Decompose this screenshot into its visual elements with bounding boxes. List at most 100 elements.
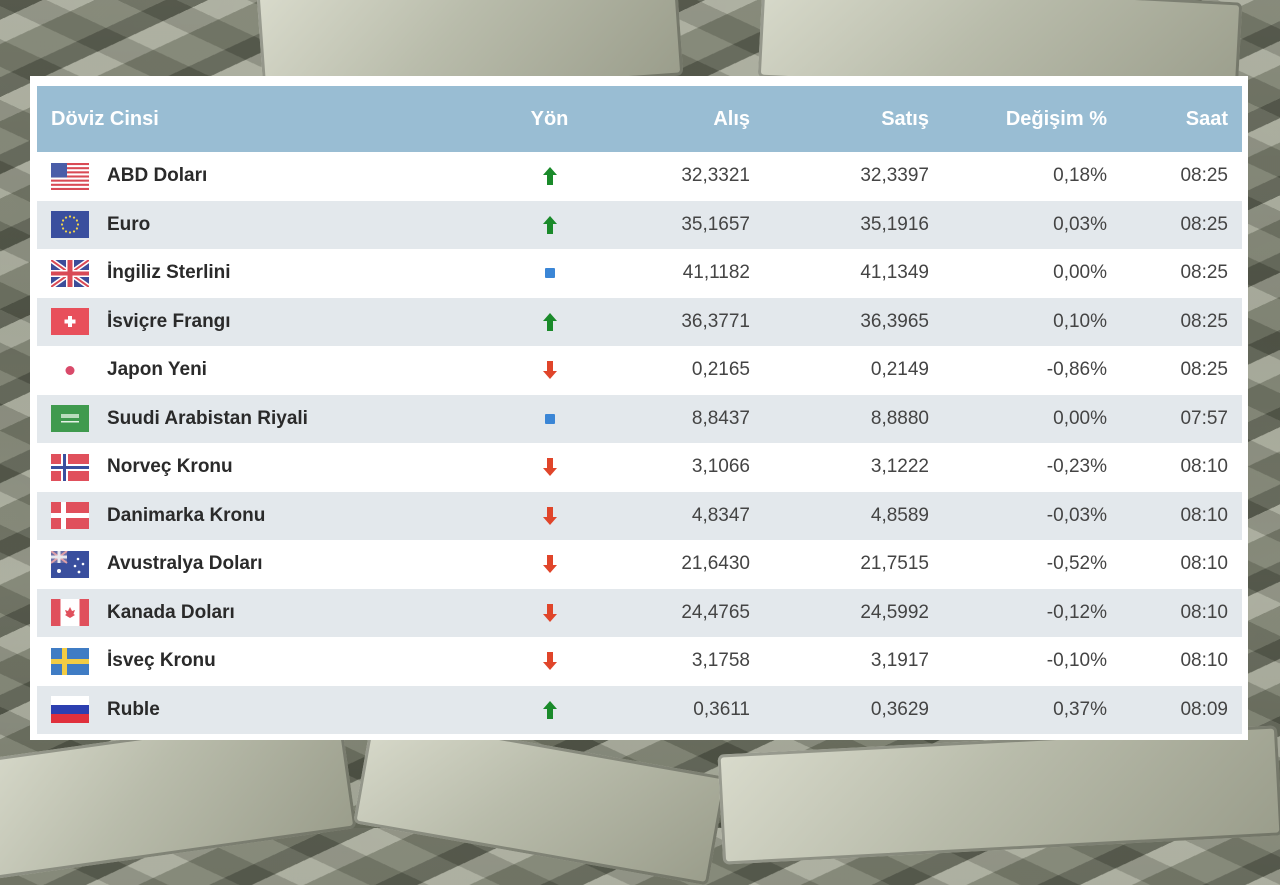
change-percent: -0,10% bbox=[1046, 650, 1107, 672]
table-row[interactable]: Danimarka Kronu 4,8347 4,8589 -0,03% 08:… bbox=[37, 491, 1242, 540]
no-change-icon bbox=[544, 268, 555, 279]
exchange-rates-table: Döviz Cinsi Yön Alış Satış Değişim % Saa… bbox=[37, 86, 1242, 734]
arrow-up-icon bbox=[542, 215, 558, 235]
update-time: 08:10 bbox=[1180, 601, 1228, 623]
currency-name: Norveç Kronu bbox=[107, 456, 233, 478]
currency-name: Japon Yeni bbox=[107, 359, 207, 381]
change-percent: 0,18% bbox=[1053, 165, 1107, 187]
currency-name: Kanada Doları bbox=[107, 601, 235, 623]
change-percent: 0,03% bbox=[1053, 213, 1107, 235]
column-header-change[interactable]: Değişim % bbox=[1005, 107, 1107, 130]
sell-price: 3,1222 bbox=[870, 456, 929, 478]
change-percent: 0,00% bbox=[1053, 407, 1107, 429]
table-row[interactable]: Norveç Kronu 3,1066 3,1222 -0,23% 08:10 bbox=[37, 443, 1242, 492]
buy-price: 32,3321 bbox=[681, 165, 750, 187]
exchange-rates-panel: Döviz Cinsi Yön Alış Satış Değişim % Saa… bbox=[30, 76, 1248, 740]
arrow-up-icon bbox=[542, 700, 558, 720]
arrow-down-icon bbox=[542, 554, 558, 574]
currency-name: İngiliz Sterlini bbox=[107, 262, 231, 284]
background-banknote bbox=[717, 725, 1280, 865]
sell-price: 35,1916 bbox=[860, 213, 929, 235]
update-time: 08:10 bbox=[1180, 650, 1228, 672]
update-time: 07:57 bbox=[1180, 407, 1228, 429]
arrow-down-icon bbox=[542, 360, 558, 380]
dk-flag-icon bbox=[51, 502, 89, 530]
currency-name: İsviçre Frangı bbox=[107, 310, 231, 332]
eu-flag-icon bbox=[51, 211, 89, 239]
sell-price: 0,3629 bbox=[870, 698, 929, 720]
buy-price: 41,1182 bbox=[682, 262, 750, 284]
update-time: 08:25 bbox=[1180, 213, 1228, 235]
currency-name: Ruble bbox=[107, 698, 160, 720]
update-time: 08:25 bbox=[1180, 359, 1228, 381]
change-percent: -0,12% bbox=[1046, 601, 1107, 623]
column-header-time[interactable]: Saat bbox=[1185, 107, 1228, 130]
buy-price: 36,3771 bbox=[681, 310, 750, 332]
gb-flag-icon bbox=[51, 259, 89, 287]
update-time: 08:10 bbox=[1180, 456, 1228, 478]
sell-price: 0,2149 bbox=[870, 359, 929, 381]
change-percent: -0,86% bbox=[1046, 359, 1107, 381]
table-row[interactable]: İngiliz Sterlini 41,1182 41,1349 0,00% 0… bbox=[37, 249, 1242, 298]
no-change-icon bbox=[544, 413, 555, 424]
arrow-down-icon bbox=[542, 506, 558, 526]
background-banknote bbox=[353, 714, 727, 885]
currency-name: Danimarka Kronu bbox=[107, 504, 266, 526]
update-time: 08:09 bbox=[1180, 698, 1228, 720]
table-row[interactable]: Euro 35,1657 35,1916 0,03% 08:25 bbox=[37, 200, 1242, 249]
table-row[interactable]: İsviçre Frangı 36,3771 36,3965 0,10% 08:… bbox=[37, 297, 1242, 346]
change-percent: 0,00% bbox=[1053, 262, 1107, 284]
column-header-buy[interactable]: Alış bbox=[713, 107, 750, 130]
arrow-down-icon bbox=[542, 603, 558, 623]
change-percent: -0,23% bbox=[1046, 456, 1107, 478]
buy-price: 35,1657 bbox=[681, 213, 750, 235]
update-time: 08:25 bbox=[1180, 262, 1228, 284]
buy-price: 4,8347 bbox=[691, 504, 750, 526]
table-header-row: Döviz Cinsi Yön Alış Satış Değişim % Saa… bbox=[37, 86, 1242, 152]
sell-price: 36,3965 bbox=[860, 310, 929, 332]
sell-price: 3,1917 bbox=[870, 650, 929, 672]
buy-price: 0,3611 bbox=[693, 698, 750, 720]
table-row[interactable]: Suudi Arabistan Riyali 8,8437 8,8880 0,0… bbox=[37, 394, 1242, 443]
table-row[interactable]: Kanada Doları 24,4765 24,5992 -0,12% 08:… bbox=[37, 588, 1242, 637]
buy-price: 3,1066 bbox=[691, 456, 750, 478]
ca-flag-icon bbox=[51, 599, 89, 627]
arrow-down-icon bbox=[542, 457, 558, 477]
column-header-direction[interactable]: Yön bbox=[530, 107, 569, 130]
ru-flag-icon bbox=[51, 696, 89, 724]
currency-name: Euro bbox=[107, 213, 151, 235]
table-row[interactable]: İsveç Kronu 3,1758 3,1917 -0,10% 08:10 bbox=[37, 637, 1242, 686]
sell-price: 24,5992 bbox=[860, 601, 929, 623]
change-percent: -0,03% bbox=[1046, 504, 1107, 526]
update-time: 08:25 bbox=[1180, 310, 1228, 332]
buy-price: 0,2165 bbox=[691, 359, 750, 381]
table-row[interactable]: Ruble 0,3611 0,3629 0,37% 08:09 bbox=[37, 685, 1242, 734]
jp-flag-icon bbox=[51, 356, 89, 384]
au-flag-icon bbox=[51, 550, 89, 578]
table-row[interactable]: Avustralya Doları 21,6430 21,7515 -0,52%… bbox=[37, 540, 1242, 589]
table-row[interactable]: Japon Yeni 0,2165 0,2149 -0,86% 08:25 bbox=[37, 346, 1242, 395]
arrow-up-icon bbox=[542, 312, 558, 332]
column-header-sell[interactable]: Satış bbox=[881, 107, 929, 130]
buy-price: 21,6430 bbox=[681, 553, 750, 575]
currency-name: İsveç Kronu bbox=[107, 650, 216, 672]
table-row[interactable]: ABD Doları 32,3321 32,3397 0,18% 08:25 bbox=[37, 152, 1242, 201]
currency-name: Suudi Arabistan Riyali bbox=[107, 407, 308, 429]
ch-flag-icon bbox=[51, 308, 89, 336]
sell-price: 21,7515 bbox=[860, 553, 929, 575]
se-flag-icon bbox=[51, 647, 89, 675]
change-percent: -0,52% bbox=[1046, 553, 1107, 575]
update-time: 08:25 bbox=[1180, 165, 1228, 187]
sell-price: 41,1349 bbox=[860, 262, 929, 284]
change-percent: 0,37% bbox=[1053, 698, 1107, 720]
buy-price: 8,8437 bbox=[691, 407, 750, 429]
change-percent: 0,10% bbox=[1053, 310, 1107, 332]
arrow-up-icon bbox=[542, 166, 558, 186]
column-header-currency[interactable]: Döviz Cinsi bbox=[51, 107, 159, 130]
buy-price: 3,1758 bbox=[691, 650, 750, 672]
currency-name: ABD Doları bbox=[107, 165, 208, 187]
us-flag-icon bbox=[51, 162, 89, 190]
update-time: 08:10 bbox=[1180, 504, 1228, 526]
sa-flag-icon bbox=[51, 405, 89, 433]
buy-price: 24,4765 bbox=[681, 601, 750, 623]
